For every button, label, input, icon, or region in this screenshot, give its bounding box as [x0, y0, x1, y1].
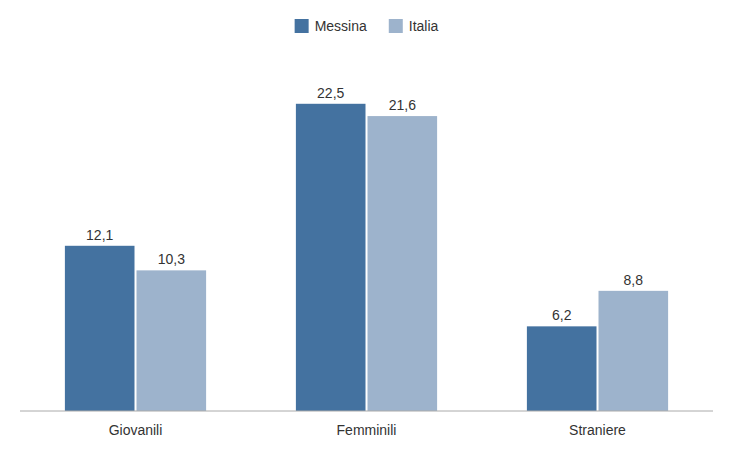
data-label: 8,8 [624, 272, 644, 288]
bars [65, 104, 668, 411]
bar [137, 270, 207, 411]
legend-label: Italia [409, 18, 439, 34]
x-tick-label: Giovanili [109, 422, 163, 438]
data-labels: 12,1 22,5 6,2 10,3 21,6 8,8 [86, 85, 643, 324]
data-label: 6,2 [552, 307, 572, 323]
x-tick-label: Femminili [337, 422, 397, 438]
data-label: 10,3 [158, 251, 185, 267]
bar [296, 104, 366, 411]
background [0, 0, 733, 451]
bar [65, 246, 135, 411]
legend: Messina Italia [295, 18, 439, 34]
legend-item: Italia [389, 18, 439, 34]
legend-label: Messina [315, 18, 367, 34]
chart-svg: 12,1 22,5 6,2 10,3 21,6 8,8 Giovanili Femminili… [0, 0, 733, 451]
chart-container: 12,1 22,5 6,2 10,3 21,6 8,8 Giovanili Femminili… [0, 0, 733, 451]
data-label: 12,1 [86, 227, 113, 243]
legend-item: Messina [295, 18, 367, 34]
x-axis-line [20, 411, 713, 412]
legend-swatch [295, 19, 309, 33]
legend-swatch [389, 19, 403, 33]
bar [368, 116, 438, 411]
data-label: 22,5 [317, 85, 344, 101]
x-tick-label: Straniere [569, 422, 626, 438]
data-label: 21,6 [389, 97, 416, 113]
bar [599, 291, 669, 411]
bar [527, 326, 597, 411]
